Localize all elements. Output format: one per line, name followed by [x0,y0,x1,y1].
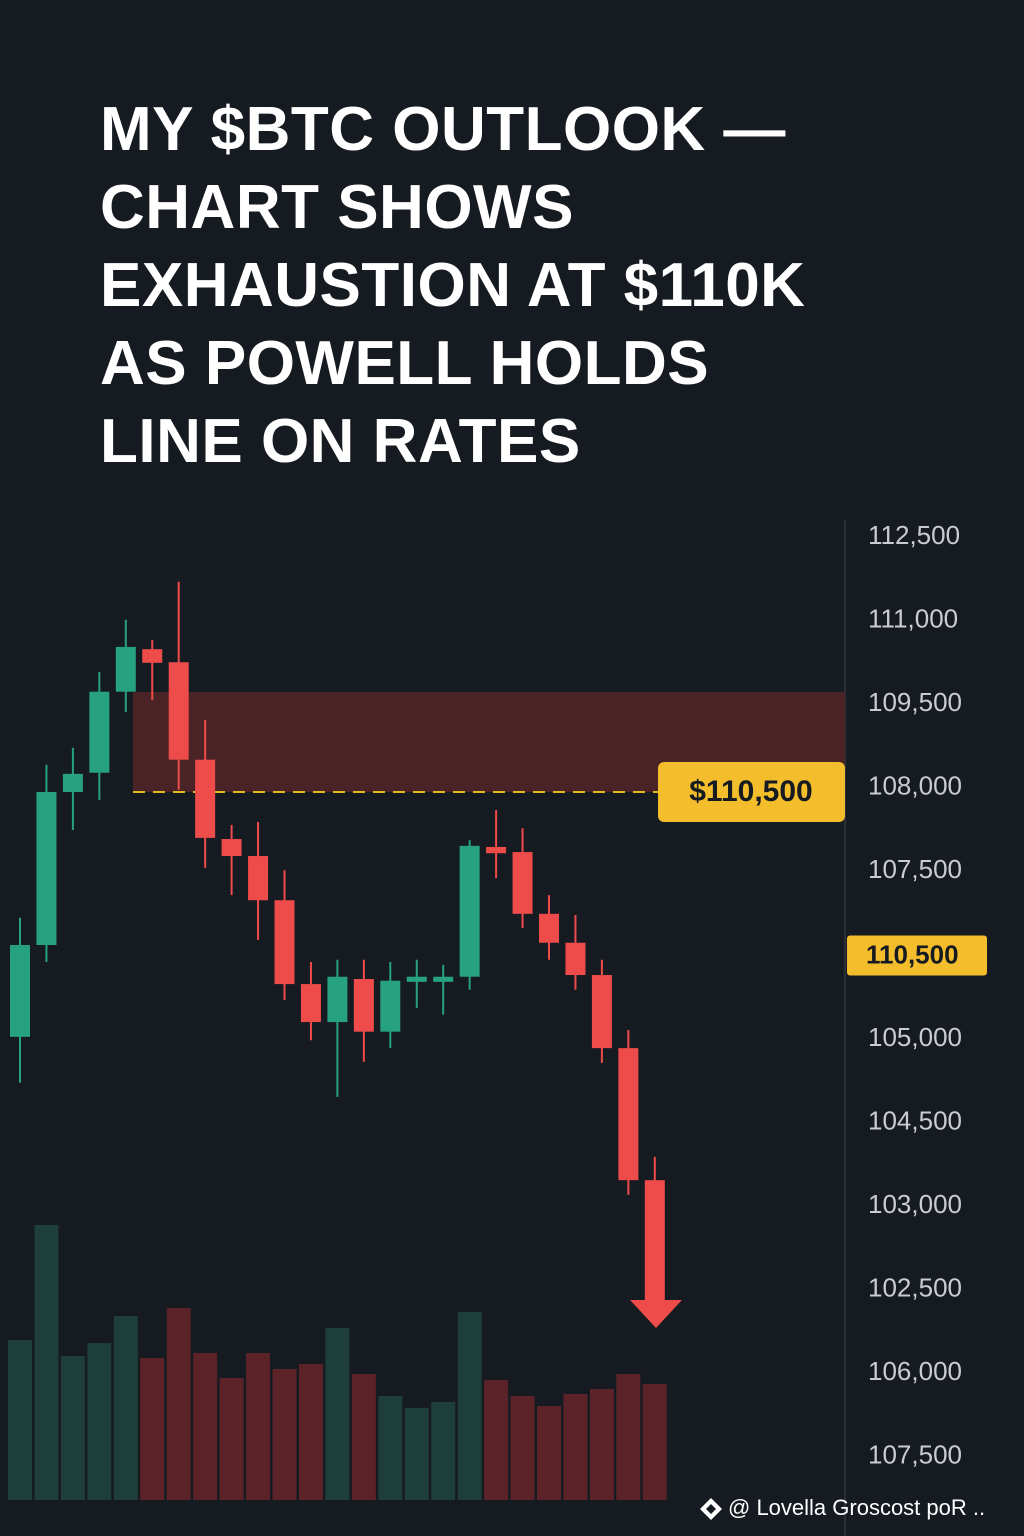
headline-line: CHART SHOWS [100,173,574,242]
headline: MY $BTC OUTLOOK — CHART SHOWS EXHAUSTION A… [100,95,805,476]
candle-body [142,649,163,663]
candle-body [433,976,454,982]
candle-body [459,845,480,977]
price-axis-label: 109,500 [868,687,962,717]
volume-bar [616,1374,641,1500]
price-axis-label: 112,500 [868,520,960,550]
volume-bar [351,1374,376,1500]
price-axis-label: 107,500 [868,1439,962,1469]
candle-body [380,980,401,1032]
candle-body [62,773,83,792]
candle-body [89,691,110,773]
candle-body [353,979,374,1032]
down-arrow-head [630,1300,682,1328]
volume-bar [537,1406,561,1500]
candles [10,581,665,1305]
volume-bar [113,1316,138,1500]
volume-bar [140,1358,165,1500]
candle-body [327,976,348,1023]
volume-bar [510,1396,535,1500]
volume-bar [34,1225,59,1500]
candle-body [115,646,136,692]
volume-bar [166,1308,191,1500]
candle-body [300,984,321,1023]
volume-bar [219,1378,244,1500]
volume-bar [563,1394,588,1500]
price-axis-label: 103,000 [868,1189,962,1219]
volume-bar [378,1396,403,1500]
volume-bar [8,1340,32,1500]
volume-bar [457,1312,482,1500]
volume-bar [272,1369,297,1500]
price-axis-label: 106,000 [868,1356,962,1386]
candle-body [618,1048,639,1181]
headline-line: MY $BTC OUTLOOK — [100,95,786,164]
volume-bar [431,1402,456,1500]
volume-bar [193,1353,218,1500]
price-axis-label: 107,500 [868,854,962,884]
volume-bar [642,1384,667,1500]
candle-body [512,852,533,914]
volume-bar [589,1389,614,1500]
candle-body [248,856,269,901]
candle-body [644,1180,665,1305]
candle-body [168,662,189,760]
price-axis-label: 102,500 [868,1272,962,1302]
price-axis-label: 111,000 [868,603,958,633]
headline-line: EXHAUSTION AT $110K [100,251,805,320]
headline-line: AS POWELL HOLDS [100,329,709,398]
headline-line: LINE ON RATES [100,407,581,476]
candle-body [486,846,507,854]
volume-bar [325,1328,350,1500]
price-axis-label: 108,000 [868,770,962,800]
level-badge [658,762,845,822]
price-axis-label: 104,500 [868,1105,962,1135]
candle-body [565,942,586,976]
candle-body [36,792,57,945]
price-axis: 112,500 111,000 109,500 108,000 107,500 110,5… [847,520,987,1469]
volume-bar [484,1380,509,1500]
volume-bar [298,1364,323,1500]
current-price-badge [847,935,987,976]
candle-body [406,976,427,982]
candle-body [539,913,559,943]
level-badge-label: $110,500 [689,775,812,808]
volume-bar [60,1356,85,1500]
price-axis-label: 105,000 [868,1022,962,1052]
watermark-icon [700,1498,722,1520]
candle-body [221,839,242,857]
volume-bar [87,1343,112,1500]
watermark: @ Lovella Groscost poR .. [728,1495,985,1520]
candle-body [591,975,612,1049]
candle-body [274,900,295,985]
volume-bar [404,1408,429,1500]
current-price-label: 110,500 [866,939,959,969]
candle-body [195,759,216,838]
volume-bars [8,1225,667,1500]
volume-bar [246,1353,271,1500]
candle-body [10,945,30,1037]
